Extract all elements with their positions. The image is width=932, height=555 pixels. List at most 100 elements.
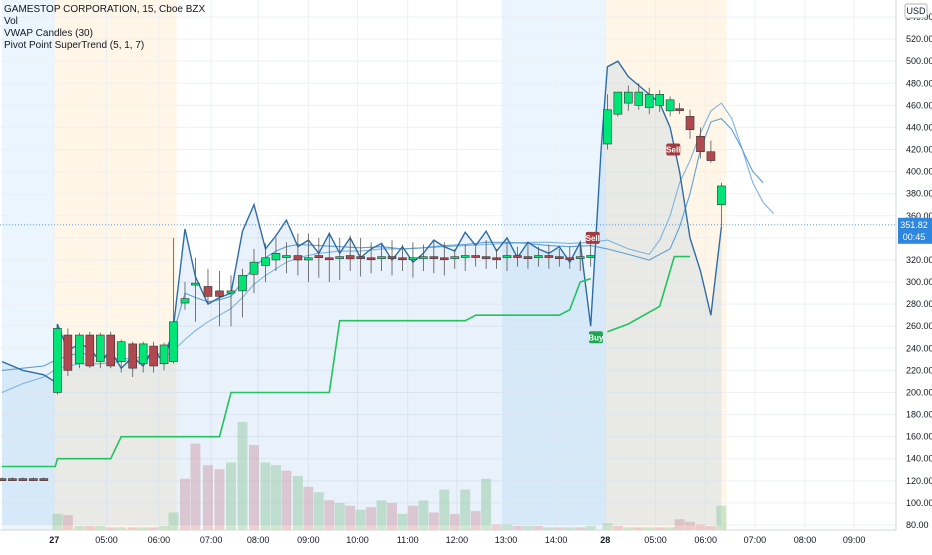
candle [450, 248, 460, 269]
candle-body [261, 257, 270, 266]
vwap-line [1, 60, 723, 383]
candle [419, 244, 428, 271]
candle-body [419, 256, 428, 259]
candle [0, 477, 7, 481]
price-tick-label: 220.00 [906, 365, 932, 375]
candle [492, 248, 501, 269]
price-axis-bg [896, 0, 932, 550]
candle-body [534, 255, 543, 259]
time-tick-label: 08:00 [794, 535, 817, 545]
currency-label: USD [906, 6, 926, 16]
time-tick-label: 13:00 [495, 535, 518, 545]
legend-vwap[interactable]: VWAP Candles (30) [4, 28, 93, 39]
volume-bar [237, 422, 248, 530]
session-shading [2, 0, 727, 530]
volume-bar [270, 465, 281, 530]
volume-bar [190, 443, 201, 530]
candle-body [106, 334, 116, 367]
candle-body [271, 253, 281, 261]
volume-bar [512, 525, 523, 530]
candle-body [335, 256, 345, 259]
candle [304, 233, 313, 283]
candle-body [555, 256, 564, 259]
candle [203, 268, 213, 305]
candle [366, 242, 376, 274]
volume-bar [397, 513, 408, 530]
candle-body [460, 255, 470, 258]
grid [0, 0, 896, 530]
last-price-box: 351.82 00:45 [898, 217, 932, 244]
legend-vol[interactable]: Vol [4, 16, 18, 27]
candle [128, 341, 138, 378]
candle [335, 237, 345, 280]
candle [706, 140, 716, 163]
candle-body [634, 91, 644, 106]
candle [149, 341, 158, 373]
candle [613, 91, 623, 117]
currency-box [904, 3, 928, 19]
volume-bar [705, 525, 716, 530]
candle-body [398, 257, 407, 261]
price-tick-label: 440.00 [906, 122, 932, 132]
candle [215, 271, 224, 327]
volume-bar [575, 527, 586, 530]
time-tick-label: 09:00 [297, 535, 320, 545]
candle-body [377, 256, 386, 259]
candle-body [95, 334, 105, 362]
candle [324, 232, 334, 283]
volume-bar [366, 507, 377, 530]
candle-body [717, 185, 726, 206]
candle-body [238, 275, 247, 292]
candle [534, 246, 543, 267]
volume-bar [248, 444, 259, 530]
candle-body [345, 255, 355, 260]
candle [685, 109, 695, 139]
volume-bar [585, 525, 596, 530]
volume-bar [105, 527, 116, 530]
volume-bar [665, 527, 676, 530]
time-tick-label: 06:00 [694, 535, 717, 545]
price-tick-label: 100.00 [906, 498, 932, 508]
volume-bar [407, 505, 418, 530]
volume-bar [439, 489, 450, 530]
volume-bars [52, 422, 727, 530]
candle [356, 237, 365, 277]
time-tick-label: 14:00 [545, 535, 568, 545]
buy-label: Buy [588, 333, 604, 342]
candle-body [644, 94, 654, 108]
candle [675, 103, 684, 115]
candle [345, 235, 355, 271]
legend-symbol[interactable]: GAMESTOP CORPORATION, 15, Cboe BZX [4, 4, 206, 15]
sell-badge [666, 143, 681, 156]
candle [271, 237, 281, 271]
legend-pivot[interactable]: Pivot Point SuperTrend (5, 1, 7) [4, 40, 145, 51]
volume-bar [716, 505, 727, 530]
candle-body [565, 257, 575, 261]
candle [39, 477, 49, 481]
volume-bar [345, 505, 356, 530]
volume-bar [355, 509, 366, 530]
candle [180, 282, 190, 310]
price-tick-label: 360.00 [906, 211, 932, 221]
candle [191, 257, 200, 322]
candle [53, 326, 62, 395]
candle-body [439, 257, 449, 261]
candle-body [180, 298, 190, 304]
candle-body [314, 255, 324, 259]
sell-badge [585, 231, 600, 244]
candle-body [523, 256, 533, 259]
candle [555, 248, 564, 267]
candle [169, 237, 178, 364]
vwap-area [2, 61, 722, 525]
sell-signal: Sell [585, 231, 600, 244]
supertrend-line-2 [607, 255, 690, 333]
candle-body [293, 255, 303, 261]
candle-body [429, 256, 439, 259]
candle [63, 328, 73, 376]
volume-bar [612, 525, 623, 530]
candle [460, 244, 470, 271]
last-price-bg [898, 217, 932, 244]
volume-bar [168, 512, 179, 530]
